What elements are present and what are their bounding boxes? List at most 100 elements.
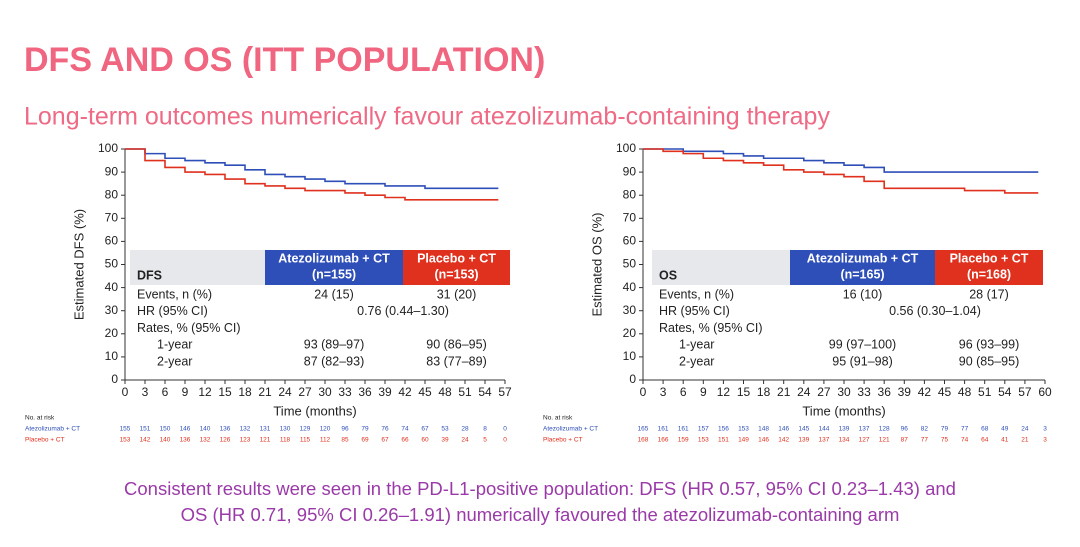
risk-value: 123	[240, 437, 251, 444]
risk-value: 153	[738, 426, 749, 433]
x-tick-label: 30	[837, 385, 851, 399]
slide-subtitle: Long-term outcomes numerically favour at…	[24, 103, 830, 131]
y-tick-label: 10	[623, 349, 637, 363]
y-tick-label: 70	[105, 210, 119, 224]
table-row-label: 2-year	[679, 354, 714, 368]
risk-value: 145	[798, 426, 809, 433]
x-tick-label: 36	[878, 385, 892, 399]
table-column-header: (n=165)	[840, 267, 884, 281]
risk-value: 64	[981, 437, 989, 444]
risk-row-label: Atezolizumab + CT	[25, 426, 80, 433]
table-cell: 24 (15)	[314, 287, 354, 301]
x-tick-label: 27	[817, 385, 831, 399]
risk-value: 5	[483, 437, 487, 444]
risk-value: 132	[240, 426, 251, 433]
y-tick-label: 40	[623, 280, 637, 294]
table-cell: 83 (77–89)	[426, 354, 486, 368]
risk-value: 144	[818, 426, 829, 433]
x-tick-label: 3	[142, 385, 149, 399]
x-tick-label: 21	[777, 385, 791, 399]
risk-value: 155	[120, 426, 131, 433]
x-tick-label: 30	[318, 385, 332, 399]
table-column-header: (n=168)	[967, 267, 1011, 281]
table-row-label: HR (95% CI)	[659, 304, 730, 318]
x-tick-label: 15	[218, 385, 232, 399]
risk-value: 151	[140, 426, 151, 433]
risk-value: 136	[220, 426, 231, 433]
table-row-label: HR (95% CI)	[137, 304, 208, 318]
risk-value: 148	[758, 426, 769, 433]
y-tick-label: 80	[105, 187, 119, 201]
risk-value: 139	[798, 437, 809, 444]
risk-value: 112	[320, 437, 331, 444]
y-tick-label: 30	[105, 303, 119, 317]
risk-row-label: Placebo + CT	[543, 437, 583, 444]
x-tick-label: 6	[162, 385, 169, 399]
table-column-header: (n=155)	[312, 267, 356, 281]
table-cell: 93 (89–97)	[304, 338, 364, 352]
x-tick-label: 6	[680, 385, 687, 399]
risk-value: 74	[401, 426, 409, 433]
risk-row-label: Atezolizumab + CT	[543, 426, 598, 433]
risk-value: 150	[160, 426, 171, 433]
x-tick-label: 51	[458, 385, 472, 399]
y-tick-label: 60	[623, 234, 637, 248]
risk-value: 121	[879, 437, 890, 444]
risk-value: 96	[341, 426, 349, 433]
risk-value: 161	[658, 426, 669, 433]
x-tick-label: 42	[398, 385, 412, 399]
y-tick-label: 0	[629, 372, 636, 386]
risk-title: No. at risk	[25, 415, 55, 422]
table-column-header: (n=153)	[434, 267, 478, 281]
risk-value: 137	[818, 437, 829, 444]
x-tick-label: 60	[1038, 385, 1052, 399]
risk-value: 21	[1021, 437, 1029, 444]
risk-value: 115	[300, 437, 311, 444]
table-column-header: Atezolizumab + CT	[278, 251, 390, 265]
risk-value: 121	[260, 437, 271, 444]
risk-value: 146	[758, 437, 769, 444]
y-tick-label: 90	[105, 164, 119, 178]
risk-title: No. at risk	[543, 415, 573, 422]
risk-value: 146	[778, 426, 789, 433]
x-tick-label: 27	[298, 385, 312, 399]
risk-value: 3	[1043, 426, 1047, 433]
table-header-cell	[265, 250, 403, 285]
risk-value: 151	[718, 437, 729, 444]
x-tick-label: 0	[640, 385, 647, 399]
risk-value: 131	[260, 426, 271, 433]
risk-value: 74	[961, 437, 969, 444]
table-header-cell	[130, 250, 265, 285]
y-tick-label: 70	[623, 210, 637, 224]
x-tick-label: 15	[737, 385, 751, 399]
risk-value: 159	[678, 437, 689, 444]
footer-line: OS (HR 0.71, 95% CI 0.26–1.91) numerical…	[181, 504, 900, 525]
y-tick-label: 60	[105, 234, 119, 248]
x-axis-label: Time (months)	[273, 403, 356, 418]
risk-value: 168	[638, 437, 649, 444]
y-tick-label: 80	[623, 187, 637, 201]
risk-value: 8	[483, 426, 487, 433]
risk-value: 118	[280, 437, 291, 444]
risk-value: 66	[401, 437, 409, 444]
x-tick-label: 33	[857, 385, 871, 399]
risk-value: 39	[441, 437, 449, 444]
table-cell: 28 (17)	[969, 287, 1009, 301]
risk-value: 140	[200, 426, 211, 433]
table-cell: 0.76 (0.44–1.30)	[357, 304, 449, 318]
survival-curve	[643, 148, 1039, 194]
x-tick-label: 39	[378, 385, 392, 399]
table-header-cell	[790, 250, 935, 285]
x-tick-label: 39	[898, 385, 912, 399]
survival-curve	[125, 148, 499, 190]
x-tick-label: 45	[418, 385, 432, 399]
table-row-label: Events, n (%)	[659, 287, 734, 301]
y-tick-label: 40	[105, 280, 119, 294]
risk-value: 153	[120, 437, 131, 444]
risk-value: 49	[1001, 426, 1009, 433]
risk-value: 137	[859, 426, 870, 433]
risk-value: 166	[658, 437, 669, 444]
slide-title: DFS AND OS (ITT POPULATION)	[24, 41, 545, 79]
risk-value: 87	[901, 437, 909, 444]
